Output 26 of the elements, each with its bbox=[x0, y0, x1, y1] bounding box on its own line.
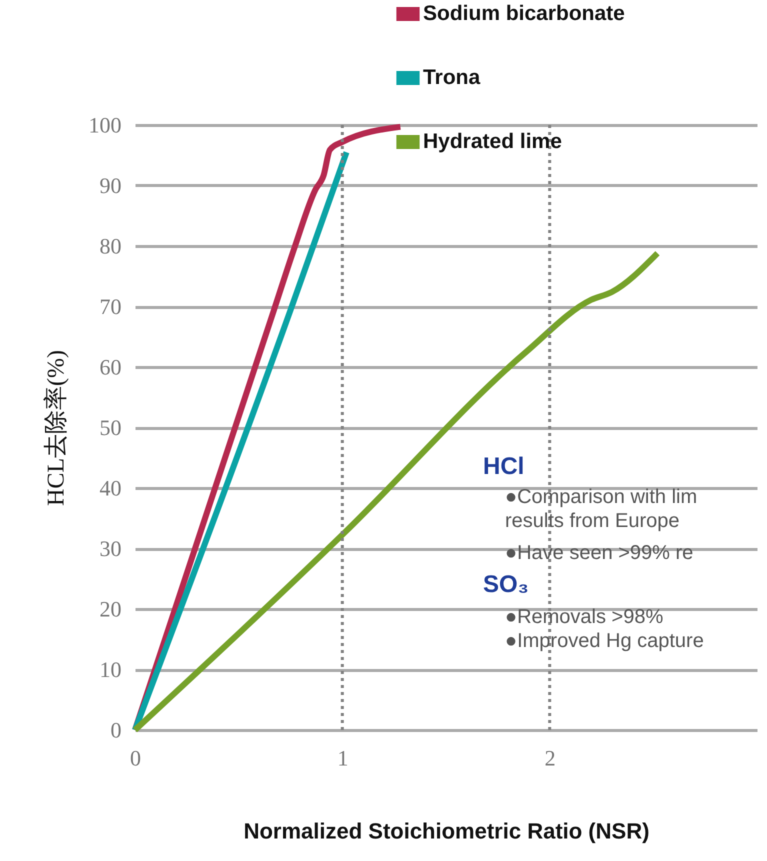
legend-label: Sodium bicarbonate bbox=[423, 2, 625, 25]
annotation: SO₃ bbox=[483, 571, 530, 598]
y-tick-label: 100 bbox=[88, 112, 122, 138]
y-tick-label: 0 bbox=[110, 718, 122, 742]
y-tick-label: 40 bbox=[100, 476, 122, 500]
annotation: HCl bbox=[483, 453, 526, 480]
x-tick-label: 1 bbox=[337, 746, 348, 770]
annotation: ●Removals >98% bbox=[504, 605, 664, 629]
y-tick-label: 10 bbox=[100, 657, 122, 682]
annotation: ●Improved Hg capture bbox=[504, 629, 704, 653]
annotation: results from Europe bbox=[504, 509, 681, 533]
x-tick-label: 2 bbox=[544, 746, 556, 770]
legend-label: Trona bbox=[423, 66, 480, 89]
x-axis-title: Normalized Stoichiometric Ratio (NSR) bbox=[244, 818, 650, 844]
y-tick-label: 70 bbox=[100, 294, 122, 319]
y-tick-label: 60 bbox=[100, 354, 122, 380]
annotation: ●Have seen >99% re bbox=[504, 541, 694, 565]
legend-label: Hydrated lime bbox=[423, 130, 562, 153]
y-tick-label: 20 bbox=[100, 596, 122, 622]
x-tick-label: 0 bbox=[130, 746, 141, 770]
y-tick-label: 50 bbox=[100, 415, 122, 440]
annotation: ●Comparison with lim bbox=[504, 485, 698, 509]
y-tick-label: 30 bbox=[100, 536, 122, 561]
y-tick-label: 80 bbox=[100, 234, 122, 258]
y-tick-label: 90 bbox=[100, 173, 122, 198]
y-axis-title: HCL去除率(%) bbox=[42, 350, 70, 506]
